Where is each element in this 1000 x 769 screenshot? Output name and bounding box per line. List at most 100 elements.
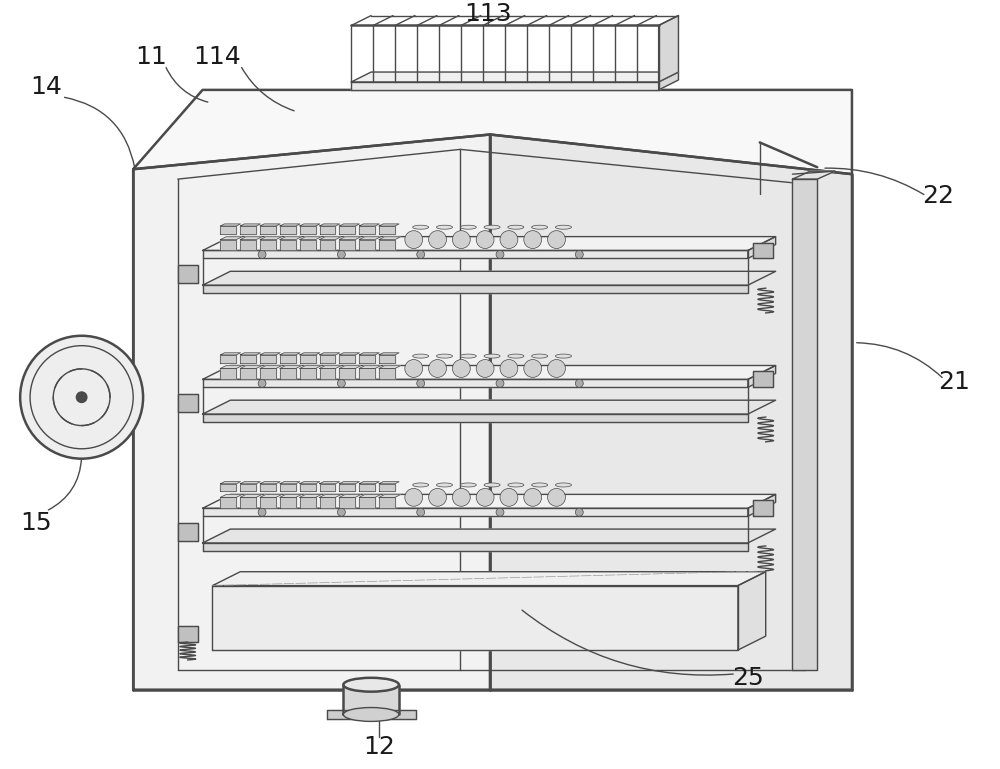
Polygon shape (220, 237, 242, 240)
Polygon shape (280, 484, 296, 491)
Polygon shape (300, 484, 316, 491)
Polygon shape (339, 226, 355, 234)
Ellipse shape (413, 483, 429, 487)
Ellipse shape (532, 483, 548, 487)
Polygon shape (220, 368, 236, 379)
Polygon shape (339, 494, 361, 498)
Polygon shape (320, 481, 340, 484)
Polygon shape (359, 368, 375, 379)
Polygon shape (359, 494, 381, 498)
Polygon shape (220, 226, 236, 234)
Polygon shape (178, 394, 198, 412)
Polygon shape (240, 353, 260, 355)
Polygon shape (320, 226, 335, 234)
Text: 21: 21 (938, 371, 970, 394)
Circle shape (476, 488, 494, 506)
Polygon shape (339, 484, 355, 491)
Circle shape (524, 360, 542, 378)
Polygon shape (320, 494, 341, 498)
Circle shape (496, 379, 504, 388)
Polygon shape (339, 240, 355, 251)
Polygon shape (339, 224, 359, 226)
Text: 14: 14 (30, 75, 62, 99)
Circle shape (20, 336, 143, 458)
Ellipse shape (460, 483, 476, 487)
Polygon shape (379, 481, 399, 484)
Polygon shape (178, 523, 198, 541)
Polygon shape (351, 82, 659, 90)
Circle shape (548, 488, 565, 506)
Circle shape (452, 488, 470, 506)
Polygon shape (339, 366, 361, 368)
Circle shape (500, 360, 518, 378)
Polygon shape (220, 481, 240, 484)
Polygon shape (260, 481, 280, 484)
Polygon shape (748, 237, 776, 258)
Polygon shape (359, 240, 375, 251)
Ellipse shape (460, 225, 476, 229)
Polygon shape (339, 481, 359, 484)
Polygon shape (379, 368, 395, 379)
Polygon shape (260, 366, 281, 368)
Polygon shape (240, 240, 256, 251)
Polygon shape (280, 368, 296, 379)
Text: 22: 22 (922, 184, 954, 208)
Polygon shape (280, 224, 300, 226)
Polygon shape (220, 498, 236, 508)
Polygon shape (260, 353, 280, 355)
Ellipse shape (484, 483, 500, 487)
Circle shape (575, 251, 583, 258)
Polygon shape (379, 484, 395, 491)
Polygon shape (280, 240, 296, 251)
Ellipse shape (343, 677, 399, 691)
Polygon shape (748, 494, 776, 516)
Polygon shape (280, 355, 296, 362)
Circle shape (258, 379, 266, 388)
Polygon shape (339, 498, 355, 508)
Polygon shape (220, 366, 242, 368)
Circle shape (548, 231, 565, 248)
Polygon shape (379, 224, 399, 226)
Polygon shape (280, 498, 296, 508)
Polygon shape (260, 494, 281, 498)
Polygon shape (260, 484, 276, 491)
Circle shape (417, 251, 425, 258)
Circle shape (429, 360, 446, 378)
Text: 12: 12 (363, 735, 395, 759)
Polygon shape (379, 366, 400, 368)
Polygon shape (220, 240, 236, 251)
Polygon shape (320, 353, 340, 355)
Polygon shape (320, 498, 335, 508)
Polygon shape (203, 379, 748, 388)
Polygon shape (659, 72, 678, 90)
Polygon shape (240, 237, 262, 240)
Polygon shape (260, 368, 276, 379)
Polygon shape (300, 368, 316, 379)
Polygon shape (178, 265, 198, 283)
Polygon shape (240, 368, 256, 379)
Polygon shape (300, 481, 320, 484)
Polygon shape (379, 237, 400, 240)
Polygon shape (359, 484, 375, 491)
Polygon shape (379, 353, 399, 355)
Polygon shape (748, 365, 776, 388)
Polygon shape (359, 353, 379, 355)
Polygon shape (240, 498, 256, 508)
Circle shape (405, 231, 423, 248)
Polygon shape (359, 481, 379, 484)
Ellipse shape (460, 354, 476, 358)
Polygon shape (280, 237, 301, 240)
Circle shape (258, 251, 266, 258)
Ellipse shape (555, 483, 571, 487)
Circle shape (524, 488, 542, 506)
Circle shape (500, 488, 518, 506)
Circle shape (496, 508, 504, 516)
Ellipse shape (508, 483, 524, 487)
Polygon shape (359, 498, 375, 508)
Polygon shape (203, 529, 776, 543)
Circle shape (429, 231, 446, 248)
Text: 11: 11 (135, 45, 167, 69)
Circle shape (500, 231, 518, 248)
Ellipse shape (532, 225, 548, 229)
Polygon shape (220, 355, 236, 362)
